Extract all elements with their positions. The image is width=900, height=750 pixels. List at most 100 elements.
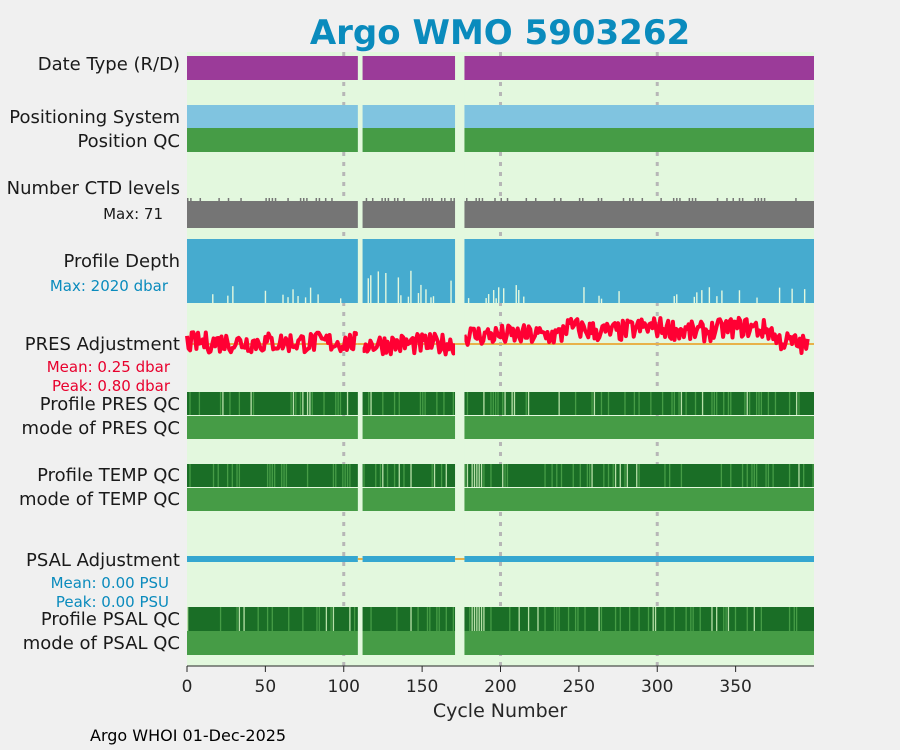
profile-temp-qc-stripes-stripe [803, 464, 805, 487]
ctd-spike [227, 198, 230, 202]
profile-temp-qc-stripes-stripe [363, 464, 365, 487]
x-tick-label: 250 [563, 677, 595, 697]
ctd-spike [397, 198, 399, 202]
profile-depth-band [187, 239, 814, 303]
profile-pres-qc-stripes-stripe [382, 392, 384, 415]
profile-temp-qc-stripes-stripe [626, 464, 628, 487]
profile-psal-qc-stripes-stripe [266, 607, 269, 631]
ctd-spike [760, 198, 763, 202]
profile-temp-qc-stripes-stripe [619, 464, 621, 487]
profile-pres-qc-stripes-stripe [716, 392, 718, 415]
profile-temp-qc-stripes-stripe [767, 464, 770, 487]
ctd-spike [393, 198, 396, 202]
profile-psal-qc-stripes-stripe [438, 607, 440, 631]
profile-psal-qc-stripes-stripe [664, 607, 666, 631]
profile-pres-qc-stripes-stripe [495, 392, 497, 415]
profile-psal-qc-stripes-stripe [410, 607, 412, 631]
profile-pres-qc-stripes-stripe [727, 392, 730, 415]
ctd-spike [629, 198, 631, 202]
depth-dropout [756, 297, 758, 303]
depth-dropout [407, 296, 410, 303]
ctd-spike [324, 198, 327, 202]
ctd-spike [218, 198, 220, 202]
ctd-spike [632, 198, 634, 202]
profile-pres-qc-stripes-stripe [744, 392, 746, 415]
profile-temp-qc-stripes-stripe [273, 464, 276, 487]
profile-temp-qc-stripes-stripe [344, 464, 346, 487]
profile-temp-qc-stripes-stripe [346, 464, 349, 487]
psal-peak-stat: Peak: 0.00 PSU [56, 593, 169, 611]
profile-pres-qc-stripes-stripe [624, 392, 626, 415]
profile-temp-qc-stripes-stripe [238, 464, 241, 487]
profile-pres-qc-stripes-stripe [189, 392, 191, 415]
profile-pres-qc-stripes-stripe [730, 392, 732, 415]
profile-temp-qc-stripes-stripe [664, 464, 666, 487]
profile-pres-qc-stripes-stripe [701, 392, 704, 415]
profile-temp-qc-stripes-stripe [386, 464, 389, 487]
profile-psal-qc-stripes-stripe [793, 607, 795, 631]
profile-pres-qc-stripes-stripe [497, 392, 499, 415]
profile-pres-qc-stripes-stripe [443, 392, 445, 415]
depth-dropout [515, 285, 517, 303]
x-tick-label: 150 [406, 677, 438, 697]
profile-pres-qc-stripes-stripe [593, 392, 596, 415]
profile-psal-qc-stripes-stripe [553, 607, 556, 631]
ctd-spike [450, 198, 452, 202]
chart-title: Argo WMO 5903262 [310, 13, 690, 53]
ctd-levels-band [187, 201, 814, 228]
profile-pres-qc-stripes-stripe [219, 392, 222, 415]
depth-dropout [485, 298, 487, 303]
profile-temp-qc-stripes-stripe [572, 464, 574, 487]
x-ticks: 0 50 100 150 200 250 300 350 [182, 666, 752, 697]
depth-dropout [212, 294, 214, 303]
depth-dropout [487, 294, 490, 303]
profile-pres-qc-stripes-stripe [694, 392, 697, 415]
profile-pres-qc-stripes-stripe [290, 392, 292, 415]
profile-psal-qc-stripes-stripe [429, 607, 431, 631]
ctd-spike [299, 198, 302, 203]
profile-psal-qc-stripes-stripe [509, 607, 511, 631]
profile-psal-qc-stripes-stripe [238, 607, 241, 631]
ctd-spike [318, 198, 321, 202]
ctd-spike [268, 198, 271, 202]
profile-psal-qc-stripes-stripe [619, 607, 621, 631]
ctd-spike [741, 198, 744, 202]
ctd-spike [240, 198, 242, 202]
profile-temp-qc-stripes-stripe [431, 464, 433, 487]
profile-pres-qc-stripes-stripe [238, 392, 241, 415]
ctd-spike [387, 198, 390, 202]
profile-temp-qc-stripes-stripe [765, 464, 767, 487]
profile-psal-qc-stripes-stripe [452, 607, 454, 631]
label-profile-temp-qc: Profile TEMP QC [37, 465, 180, 486]
profile-temp-qc-stripes-stripe [403, 464, 405, 487]
depth-dropout [432, 296, 435, 303]
ctd-spike [403, 198, 405, 203]
ctd-spike [315, 198, 318, 202]
depth-dropout [410, 270, 412, 303]
profile-pres-qc-stripes-stripe [574, 392, 577, 415]
depth-dropout [425, 289, 427, 303]
profile-pres-qc-stripes-stripe [335, 392, 337, 415]
grid-lines [342, 52, 659, 666]
profile-psal-qc-stripes-stripe [692, 607, 694, 631]
profile-psal-qc-stripes-stripe [760, 607, 763, 631]
profile-temp-qc-stripes-stripe [212, 464, 215, 487]
profile-psal-qc-stripes-stripe [544, 607, 546, 631]
depth-dropout [738, 290, 741, 303]
profile-pres-qc-stripes-stripe [299, 392, 302, 415]
profile-pres-qc-stripes-stripe [513, 392, 516, 415]
profile-pres-qc-stripes-stripe [252, 392, 255, 415]
profile-temp-qc-stripes-stripe [798, 464, 800, 487]
profile-temp-qc-stripes-stripe [589, 464, 591, 487]
data-gap [455, 52, 465, 666]
ctd-spike [431, 198, 434, 202]
pres-adjustment-line [360, 331, 457, 357]
profile-pres-qc-stripes-stripe [424, 392, 426, 415]
depth-dropout [778, 287, 781, 303]
profile-psal-qc-stripes-stripe [302, 607, 304, 631]
depth-dropout [716, 296, 718, 303]
profile-psal-qc-stripes-stripe [473, 607, 476, 631]
ctd-spike [306, 198, 308, 202]
label-profile-depth: Profile Depth [63, 251, 180, 272]
profile-pres-qc-stripes-stripe [393, 392, 396, 415]
